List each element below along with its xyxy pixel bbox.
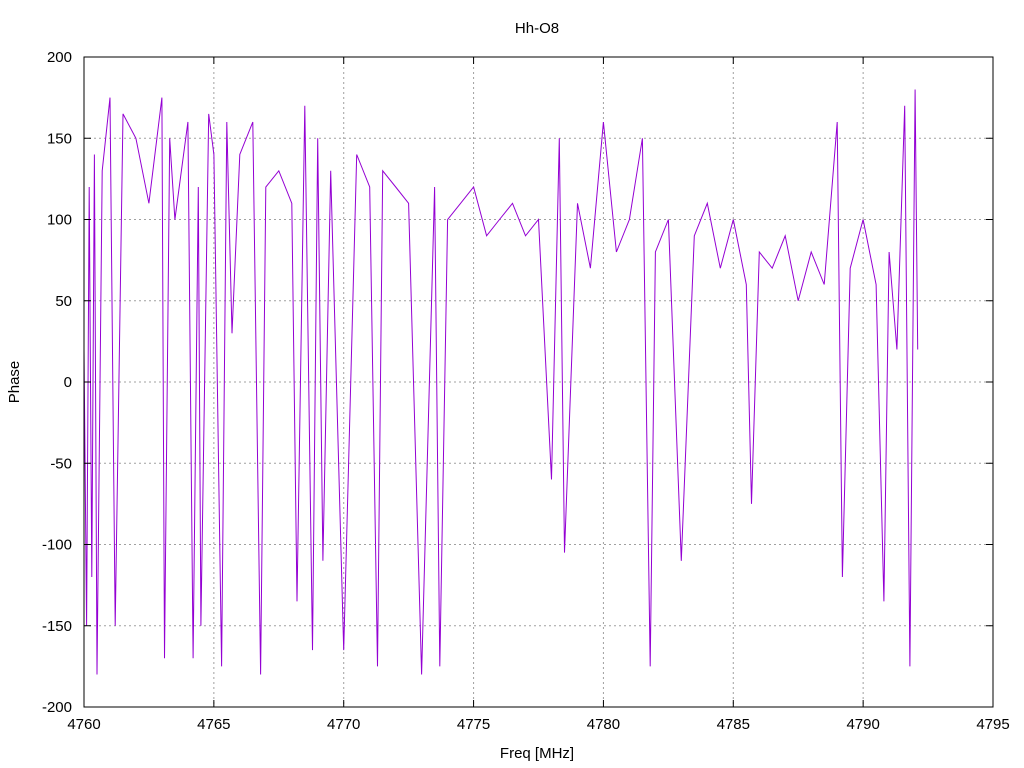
y-tick-label: -50 [50, 455, 72, 472]
x-tick-label: 4780 [587, 716, 620, 733]
x-tick-label: 4775 [457, 716, 490, 733]
y-axis-label: Phase [6, 361, 23, 404]
y-tick-label: 150 [47, 130, 72, 147]
y-tick-label: 0 [64, 374, 72, 391]
grid [84, 57, 993, 707]
x-tick-label: 4760 [67, 716, 100, 733]
chart-title: Hh-O8 [515, 20, 559, 37]
ticks [83, 56, 994, 708]
y-tick-label: -150 [42, 618, 72, 635]
y-tick-label: 100 [47, 212, 72, 229]
y-tick-label: -100 [42, 537, 72, 554]
x-tick-label: 4795 [976, 716, 1009, 733]
y-tick-label: 200 [47, 49, 72, 66]
series-layer [83, 89, 919, 675]
x-tick-label: 4790 [846, 716, 879, 733]
x-tick-label: 4785 [717, 716, 750, 733]
x-tick-labels: 4760 4765 4770 4775 4780 4785 4790 4795 [67, 716, 1009, 733]
y-tick-label: -200 [42, 699, 72, 716]
x-tick-label: 4765 [197, 716, 230, 733]
x-axis-label: Freq [MHz] [500, 745, 574, 762]
series-line-0 [83, 89, 919, 675]
x-tick-label: 4770 [327, 716, 360, 733]
y-tick-labels: -200 -150 -100 -50 0 50 100 150 200 [42, 49, 72, 716]
y-tick-label: 50 [55, 293, 72, 310]
